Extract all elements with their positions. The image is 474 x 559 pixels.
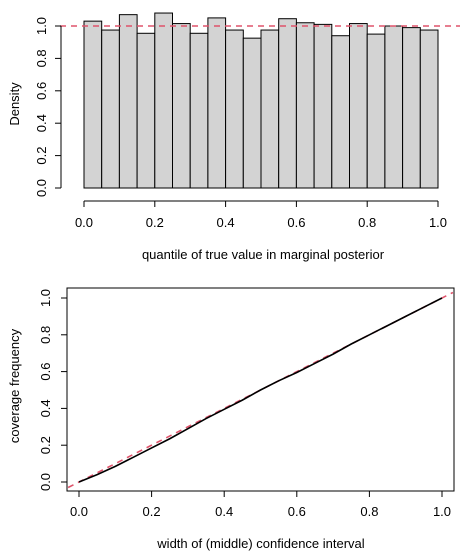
coverage-panel: 0.0 0.2 0.4 0.6 0.8 1.0 0.0 0.2 0.4 0.6 0.8 1.0 wi… [7,287,455,551]
histogram-bar-5 [172,23,191,189]
histogram-y-tick-label-3: 0.6 [34,82,49,100]
coverage-y-tick-label-2: 0.4 [38,399,53,417]
histogram-bar-11 [278,18,297,189]
histogram-bar-19 [419,29,439,189]
histogram-bars [83,12,439,189]
histogram-y-tick-label-1: 0.2 [34,147,49,165]
coverage-x-tick-label-2: 0.4 [215,504,233,519]
histogram-y-tick-label-4: 0.8 [34,49,49,67]
histogram-y-tick-label-0: 0.0 [34,179,49,197]
histogram-bar-1 [101,29,120,189]
coverage-reference-dash [67,291,454,489]
histogram-bar-8 [225,29,244,189]
coverage-x-axis: 0.0 0.2 0.4 0.6 0.8 1.0 [70,491,451,519]
coverage-series-polyline [78,297,443,483]
coverage-x-tick-label-4: 0.8 [360,504,378,519]
histogram-x-tick-label-4: 0.8 [358,215,376,230]
histogram-y-axis: 0.0 0.2 0.4 0.6 0.8 1.0 [34,17,62,197]
coverage-x-tick-label-0: 0.0 [70,504,88,519]
histogram-bar-4 [154,12,174,189]
histogram-x-tick-label-1: 0.2 [146,215,164,230]
histogram-panel: 0.0 0.2 0.4 0.6 0.8 1.0 0.0 0.2 0.4 0.6 0.8 1.0 qu… [7,12,460,262]
coverage-plot-frame [66,287,455,492]
coverage-y-tick-label-3: 0.6 [38,363,53,381]
coverage-y-axis: 0.0 0.2 0.4 0.6 0.8 1.0 [38,289,67,491]
coverage-x-tick-label-5: 1.0 [433,504,451,519]
histogram-bar-14 [331,35,350,189]
histogram-bar-10 [260,29,280,189]
histogram-x-tick-label-0: 0.0 [75,215,93,230]
histogram-x-tick-label-3: 0.6 [287,215,305,230]
coverage-y-axis-label: coverage frequency [7,328,22,443]
coverage-y-tick-label-1: 0.2 [38,436,53,454]
histogram-bar-9 [242,37,262,189]
histogram-x-axis-label: quantile of true value in marginal poste… [142,247,385,262]
histogram-x-tick-label-5: 1.0 [429,215,447,230]
histogram-bar-18 [402,27,421,189]
coverage-series-line [78,297,443,483]
coverage-x-axis-label: width of (middle) confidence interval [156,536,364,551]
histogram-y-tick-label-5: 1.0 [34,17,49,35]
histogram-bar-7 [207,17,227,189]
histogram-bar-17 [384,25,404,189]
histogram-bar-2 [118,14,138,189]
histogram-bar-6 [189,32,209,189]
coverage-x-tick-label-3: 0.6 [288,504,306,519]
histogram-x-axis: 0.0 0.2 0.4 0.6 0.8 1.0 [75,200,447,230]
histogram-bar-13 [313,23,333,189]
histogram-bar-16 [366,33,386,189]
coverage-y-tick-label-5: 1.0 [38,289,53,307]
histogram-bar-3 [136,32,156,189]
histogram-bar-15 [349,23,368,189]
histogram-y-tick-label-2: 0.4 [34,114,49,132]
histogram-y-axis-label: Density [7,82,22,126]
coverage-reference-line [67,291,454,489]
histogram-x-tick-label-2: 0.4 [217,215,235,230]
histogram-bar-0 [83,20,103,189]
coverage-x-tick-label-1: 0.2 [143,504,161,519]
coverage-y-tick-label-0: 0.0 [38,473,53,491]
coverage-y-tick-label-4: 0.8 [38,326,53,344]
histogram-bar-12 [295,22,315,189]
